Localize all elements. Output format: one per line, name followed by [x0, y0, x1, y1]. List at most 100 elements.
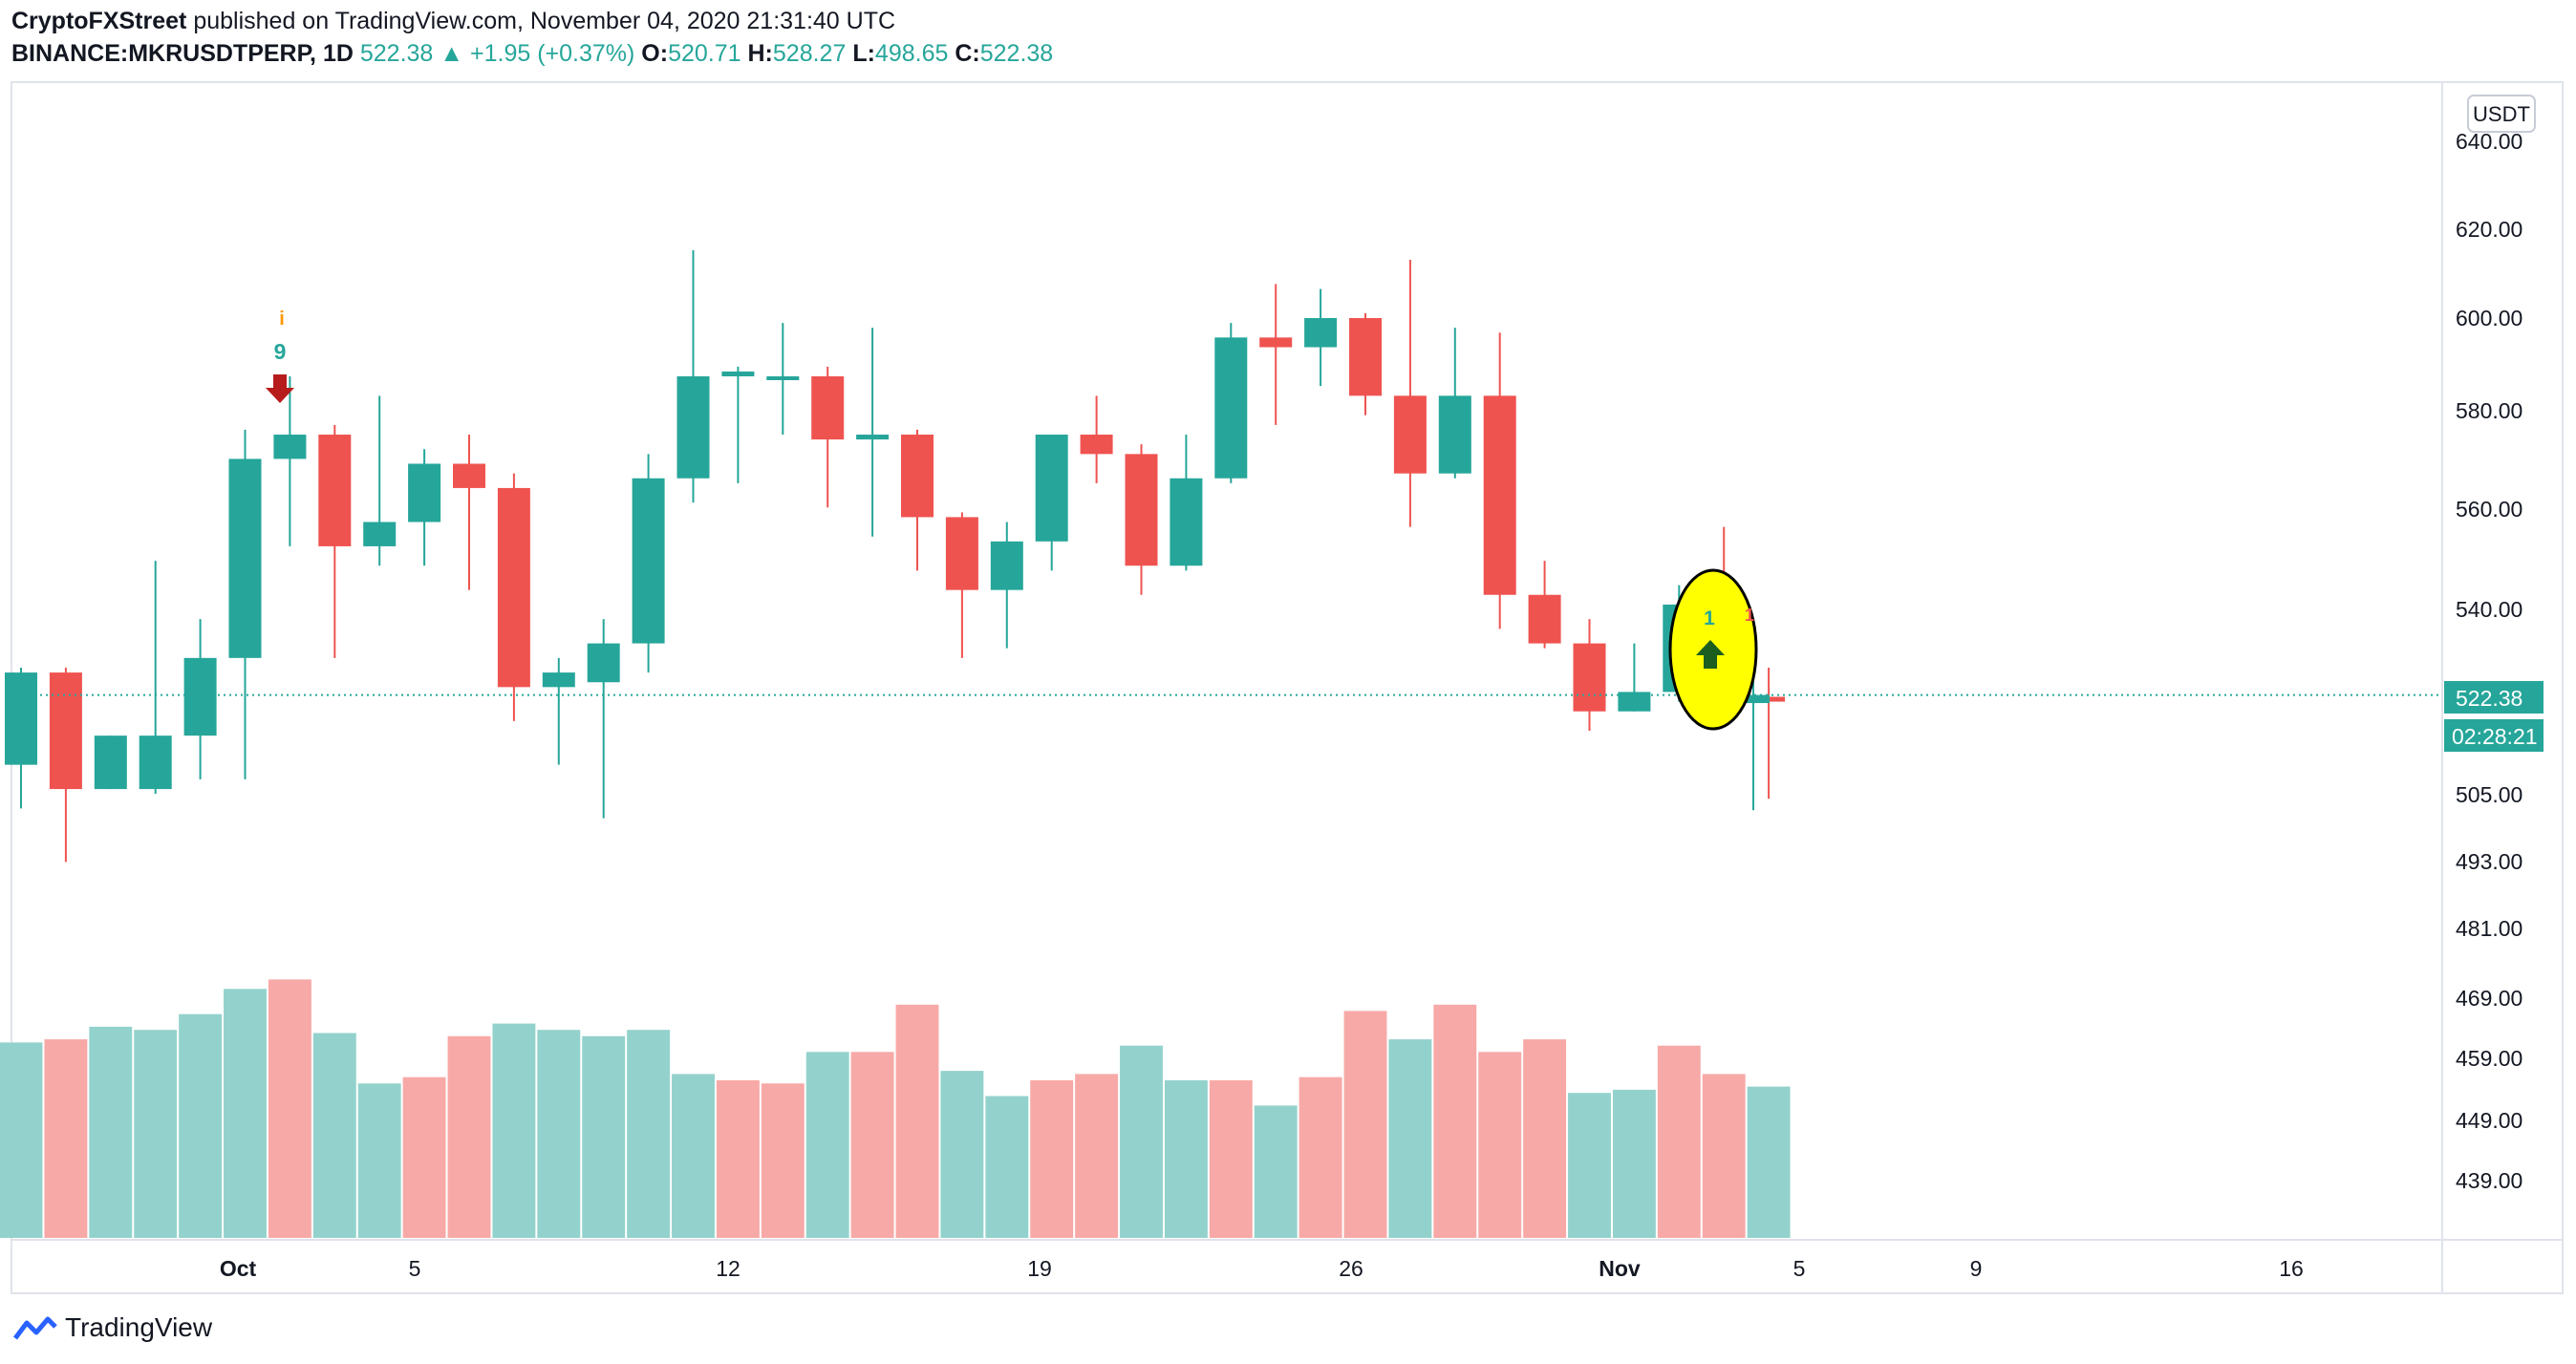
candle-body: [318, 435, 352, 546]
price-tick-label: 459.00: [2456, 1046, 2522, 1071]
tradingview-logo-icon: [13, 1316, 57, 1340]
volume-bar: [895, 1004, 939, 1238]
volume-bar: [761, 1083, 805, 1238]
price-tick-label: 580.00: [2456, 398, 2522, 423]
price-tick-label: 620.00: [2456, 217, 2522, 242]
candle-body: [363, 522, 397, 546]
close-label: C:: [955, 40, 980, 67]
volume-bar: [1164, 1080, 1208, 1238]
time-tick-label: 9: [1970, 1256, 1983, 1281]
volume-bar: [134, 1030, 178, 1238]
close-value: 522.38: [979, 40, 1054, 67]
volume-bar: [1388, 1039, 1432, 1238]
candle-body: [1528, 594, 1561, 644]
volume-bar: [268, 979, 311, 1238]
candle-body: [1438, 395, 1471, 474]
volume-bar: [89, 1026, 133, 1238]
buy-setup-mark: 1: [1745, 606, 1754, 625]
volume-bar: [1433, 1004, 1477, 1238]
candle-body: [497, 487, 530, 688]
volume-bar: [716, 1080, 760, 1238]
candle-body: [721, 371, 755, 376]
volume-bar: [1299, 1076, 1342, 1238]
volume-layer: [0, 979, 1791, 1238]
price-tick-label: 493.00: [2456, 849, 2522, 874]
volume-bar: [672, 1074, 715, 1238]
countdown-tag: [2444, 719, 2544, 752]
candle-body: [1483, 395, 1516, 595]
time-tick-label: 19: [1027, 1256, 1052, 1281]
candle-body: [273, 435, 307, 459]
price-tick-label: 600.00: [2456, 306, 2522, 330]
countdown-text: 02:28:21: [2452, 724, 2538, 749]
volume-bar: [537, 1030, 581, 1238]
price-tick-label: 505.00: [2456, 782, 2522, 807]
price-axis-labels: 640.00 620.00 600.00 580.00 560.00 540.00 505.…: [2456, 129, 2522, 1193]
candle-body: [676, 376, 710, 479]
open-label: O:: [641, 40, 669, 67]
candle-body: [1259, 337, 1293, 348]
candle-body: [990, 541, 1023, 590]
candle-body: [408, 463, 441, 522]
candle-body: [1214, 337, 1248, 479]
volume-bar: [224, 989, 267, 1238]
price-tick-label: 540.00: [2456, 597, 2522, 622]
symbol-label[interactable]: BINANCE:MKRUSDTPERP, 1D: [11, 40, 354, 67]
sell-setup-mark: i: [279, 309, 285, 330]
high-value: 528.27: [772, 40, 847, 67]
volume-bar: [1075, 1074, 1119, 1238]
candle-body: [1035, 435, 1068, 542]
candle-body: [1349, 318, 1382, 396]
volume-bar: [1209, 1080, 1253, 1238]
volume-bar: [312, 1033, 356, 1238]
last-price-tag: [2444, 681, 2544, 714]
volume-bar: [850, 1052, 894, 1238]
volume-bar: [179, 1013, 223, 1238]
volume-bar: [805, 1052, 849, 1238]
volume-bar: [1747, 1086, 1791, 1238]
volume-bar: [492, 1023, 536, 1238]
currency-label: USDT: [2473, 102, 2530, 126]
volume-bar: [44, 1039, 88, 1238]
candle-body: [1080, 435, 1113, 455]
candle-body: [901, 435, 934, 518]
candle-body: [94, 735, 127, 790]
candle-body: [1737, 694, 1770, 704]
currency-badge[interactable]: [2467, 95, 2536, 133]
time-axis-labels: Oct 5 12 19 26 Nov 5 9 16: [220, 1256, 2304, 1281]
arrow-up-icon: [1696, 640, 1725, 669]
volume-bar: [1343, 1011, 1387, 1238]
candle-body: [587, 643, 620, 683]
candles-layer: [5, 249, 1786, 863]
candle-body: [453, 463, 485, 488]
arrow-down-icon: [266, 374, 294, 403]
volume-bar: [1478, 1052, 1522, 1238]
volume-bar: [447, 1035, 491, 1238]
candle-body: [183, 657, 217, 736]
time-tick-label: 16: [2279, 1256, 2304, 1281]
price-change: +1.95 (+0.37%): [470, 40, 635, 67]
time-tick-label: Nov: [1599, 1256, 1641, 1281]
volume-bar: [1568, 1093, 1611, 1238]
candle-body: [49, 672, 82, 790]
volume-bar: [582, 1035, 626, 1238]
publisher-name[interactable]: CryptoFXStreet: [11, 8, 187, 34]
candle-body: [1304, 318, 1338, 348]
brand-name: TradingView: [65, 1312, 213, 1342]
price-tick-label: 439.00: [2456, 1168, 2522, 1193]
volume-bar: [357, 1083, 401, 1238]
candle-body: [1125, 454, 1158, 566]
volume-bar: [627, 1030, 671, 1238]
tradingview-brand[interactable]: TradingView: [13, 1312, 212, 1343]
time-tick-label: 26: [1339, 1256, 1363, 1281]
time-tick-label: 5: [1793, 1256, 1806, 1281]
volume-bar: [1612, 1089, 1656, 1238]
volume-bar: [1254, 1105, 1298, 1238]
price-tick-label: 640.00: [2456, 129, 2522, 154]
volume-bar: [1030, 1080, 1074, 1238]
buy-setup-count: 1: [1704, 607, 1715, 629]
last-price: 522.38: [359, 40, 434, 67]
time-tick-label: Oct: [220, 1256, 257, 1281]
volume-bar: [1657, 1045, 1701, 1238]
